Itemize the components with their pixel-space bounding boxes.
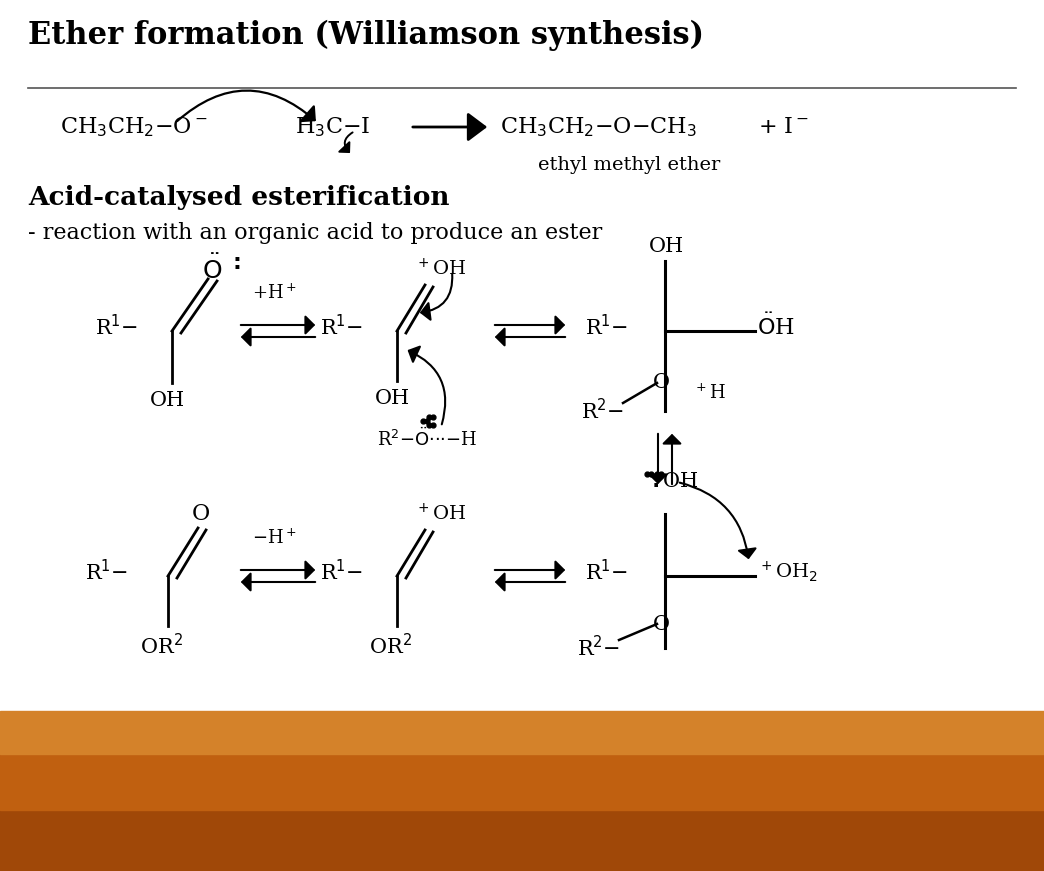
Text: O: O [192,503,210,525]
Text: $+$ I$^-$: $+$ I$^-$ [758,116,809,138]
Text: O: O [652,615,670,633]
Bar [0,754,1044,810]
Text: OR$^2$: OR$^2$ [369,633,412,658]
Text: $^+$OH$_2$: $^+$OH$_2$ [758,560,817,584]
Bar [0,810,1044,871]
Text: $\mathbf{:}$: $\mathbf{:}$ [228,252,241,274]
Text: +H$^+$: +H$^+$ [252,283,296,302]
Bar [0,711,1044,754]
Text: R$^1$$-$: R$^1$$-$ [85,559,128,584]
Text: OH: OH [649,238,684,256]
Text: $\ddot{\rm O}$: $\ddot{\rm O}$ [201,254,222,284]
Text: $\ddot{\rm O}$H: $\ddot{\rm O}$H [757,314,794,341]
Text: OR$^2$: OR$^2$ [140,633,183,658]
Text: Acid-catalysed esterification: Acid-catalysed esterification [28,185,450,210]
Text: $\boldsymbol{:}$OH: $\boldsymbol{:}$OH [647,472,698,491]
Text: $^+$OH: $^+$OH [416,503,467,524]
Text: OH: OH [150,391,185,410]
Text: CH$_3$CH$_2$$-$O$-$CH$_3$: CH$_3$CH$_2$$-$O$-$CH$_3$ [500,115,697,138]
Text: R$^1$$-$: R$^1$$-$ [95,314,138,340]
Text: $^+$OH: $^+$OH [416,259,467,280]
Text: R$^2$$-$: R$^2$$-$ [577,636,620,660]
Text: R$^1$$-$: R$^1$$-$ [585,559,628,584]
Text: R$^1$$-$: R$^1$$-$ [321,314,363,340]
Text: R$^1$$-$: R$^1$$-$ [585,314,628,340]
Text: $-$H$^+$: $-$H$^+$ [252,529,296,548]
Text: $^+$H: $^+$H [693,383,726,402]
Text: R$^2$$-$: R$^2$$-$ [582,398,624,423]
Text: - reaction with an organic acid to produce an ester: - reaction with an organic acid to produ… [28,222,602,244]
Text: CH$_3$CH$_2$$-$O$^-$: CH$_3$CH$_2$$-$O$^-$ [60,115,208,138]
Text: Ether formation (Williamson synthesis): Ether formation (Williamson synthesis) [28,19,704,51]
Text: R$^1$$-$: R$^1$$-$ [321,559,363,584]
Text: O: O [652,374,670,393]
Text: R$^2$$-$$\ddot{\rm O}$$\cdot$$\cdot$$\cdot$$-$H: R$^2$$-$$\ddot{\rm O}$$\cdot$$\cdot$$\cd… [377,428,477,450]
Text: H$_3$C$-$I: H$_3$C$-$I [295,115,371,138]
Text: OH: OH [375,389,410,408]
Text: ethyl methyl ether: ethyl methyl ether [538,156,720,174]
